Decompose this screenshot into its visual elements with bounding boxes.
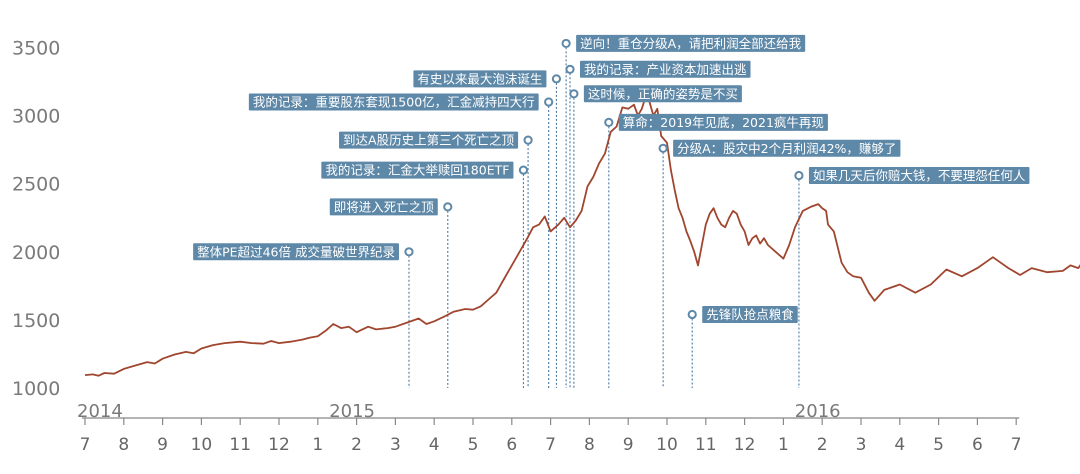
- y-tick-label: 1500: [12, 310, 60, 332]
- y-tick-label: 2500: [12, 174, 60, 196]
- annotation-box: [321, 161, 514, 179]
- annotation-box: [413, 70, 547, 88]
- annotation-box: [248, 93, 539, 111]
- annotation-label: 到达A股历史上第三个死亡之顶: [343, 133, 515, 148]
- annotation: 有史以来最大泡沫诞生: [413, 70, 562, 88]
- annotation-marker: [565, 64, 575, 74]
- annotation-marker: [561, 38, 571, 49]
- annotation-box: [580, 60, 751, 78]
- x-tick-label: 10: [191, 435, 213, 455]
- annotation-marker: [604, 117, 614, 128]
- x-tick-label: 1: [312, 435, 323, 455]
- annotation: 到达A股历史上第三个死亡之顶: [339, 131, 533, 149]
- annotation-marker: [794, 170, 804, 181]
- annotation-box: [329, 198, 438, 216]
- annotation-label: 先锋队抢点粮食: [706, 307, 794, 322]
- annotation-box: [808, 167, 1030, 185]
- annotation-label: 整体PE超过46倍 成交量破世界纪录: [197, 244, 395, 259]
- annotation: 我的记录：产业资本加速出逃: [565, 60, 751, 78]
- annotation-guides: [408, 43, 800, 388]
- x-tick-label: 7: [1011, 435, 1022, 455]
- x-tick-label: 4: [894, 435, 905, 455]
- year-label: 2014: [77, 401, 123, 422]
- annotation-marker: [569, 89, 579, 99]
- annotation-label: 如果几天后你赔大钱，不要理怨任何人: [813, 168, 1026, 183]
- annotation: 整体PE超过46倍 成交量破世界纪录: [193, 243, 414, 261]
- annotation-box: [702, 305, 798, 323]
- annotations: 整体PE超过46倍 成交量破世界纪录 即将进入死亡之顶 我的记录：汇金大举赎回180…: [193, 34, 1030, 323]
- x-tick-label: 1: [778, 435, 789, 455]
- x-tick-label: 4: [429, 435, 440, 455]
- series-line: [84, 95, 1080, 377]
- annotation: 即将进入死亡之顶: [329, 198, 453, 216]
- annotation-marker: [404, 247, 414, 257]
- x-tick-label: 12: [734, 435, 756, 455]
- year-label: 2016: [795, 401, 841, 422]
- y-tick-label: 3500: [12, 38, 60, 60]
- annotation-marker: [658, 143, 668, 153]
- x-tick-label: 6: [972, 435, 983, 455]
- x-tick-label: 10: [656, 435, 678, 455]
- year-label: 2015: [329, 401, 375, 422]
- annotation-marker: [551, 74, 562, 84]
- annotation-label: 算命：2019年见底，2021疯牛再现: [623, 115, 824, 130]
- annotation-marker: [687, 309, 697, 320]
- annotation-marker: [518, 165, 529, 175]
- annotation: 逆向！重仓分级A，请把利润全部还给我: [561, 34, 806, 52]
- annotation-label: 逆向！重仓分级A，请把利润全部还给我: [580, 36, 802, 51]
- x-tick-label: 5: [468, 435, 479, 455]
- x-tick-label: 5: [933, 435, 944, 455]
- annotation-label: 这时候，正确的姿势是不买: [588, 86, 738, 101]
- annotation: 先锋队抢点粮食: [687, 305, 798, 323]
- annotation-box: [193, 243, 399, 261]
- annotation-box: [339, 131, 519, 149]
- y-axis: 1000 1500 2000 2500 3000 3500: [12, 38, 60, 401]
- annotation-label: 即将进入死亡之顶: [334, 199, 435, 214]
- annotation-box: [583, 85, 742, 103]
- x-tick-label: 7: [545, 435, 556, 455]
- x-tick-label: 2: [817, 435, 828, 455]
- x-tick-label: 3: [390, 435, 401, 455]
- series-layer: [84, 95, 1080, 377]
- annotation-marker: [544, 97, 554, 107]
- x-tick-label: 7: [80, 435, 91, 455]
- annotation: 分级A：股灾中2个月利润42%，赚够了: [658, 139, 901, 157]
- annotation-box: [618, 113, 828, 131]
- annotation-label: 分级A：股灾中2个月利润42%，赚够了: [677, 141, 896, 156]
- y-tick-label: 2000: [12, 242, 60, 264]
- x-tick-label: 9: [157, 435, 168, 455]
- x-tick-label: 8: [118, 435, 129, 455]
- x-tick-label: 2: [351, 435, 362, 455]
- x-tick-label: 6: [506, 435, 517, 455]
- annotation: 算命：2019年见底，2021疯牛再现: [604, 113, 828, 131]
- annotation: 如果几天后你赔大钱，不要理怨任何人: [794, 167, 1030, 185]
- annotation-box: [673, 139, 901, 157]
- annotation-label: 我的记录：汇金大举赎回180ETF: [325, 163, 509, 178]
- x-tick-label: 9: [623, 435, 634, 455]
- annotation: 这时候，正确的姿势是不买: [569, 85, 742, 103]
- annotation-label: 我的记录：重要股东套现1500亿，汇金减持四大行: [253, 94, 535, 109]
- annotation-box: [576, 34, 806, 52]
- annotation-label: 我的记录：产业资本加速出逃: [584, 62, 747, 77]
- annotation: 我的记录：重要股东套现1500亿，汇金减持四大行: [248, 93, 554, 111]
- annotation: 我的记录：汇金大举赎回180ETF: [321, 161, 529, 179]
- x-tick-label: 11: [695, 435, 717, 455]
- y-tick-label: 3000: [12, 106, 60, 128]
- annotation-marker: [443, 202, 453, 212]
- x-tick-label: 3: [856, 435, 867, 455]
- x-tick-label: 11: [229, 435, 251, 455]
- annotation-label: 有史以来最大泡沫诞生: [417, 71, 542, 86]
- x-tick-label: 8: [584, 435, 595, 455]
- annotation-marker: [523, 135, 533, 145]
- y-tick-label: 1000: [12, 378, 60, 400]
- x-tick-label: 12: [268, 435, 290, 455]
